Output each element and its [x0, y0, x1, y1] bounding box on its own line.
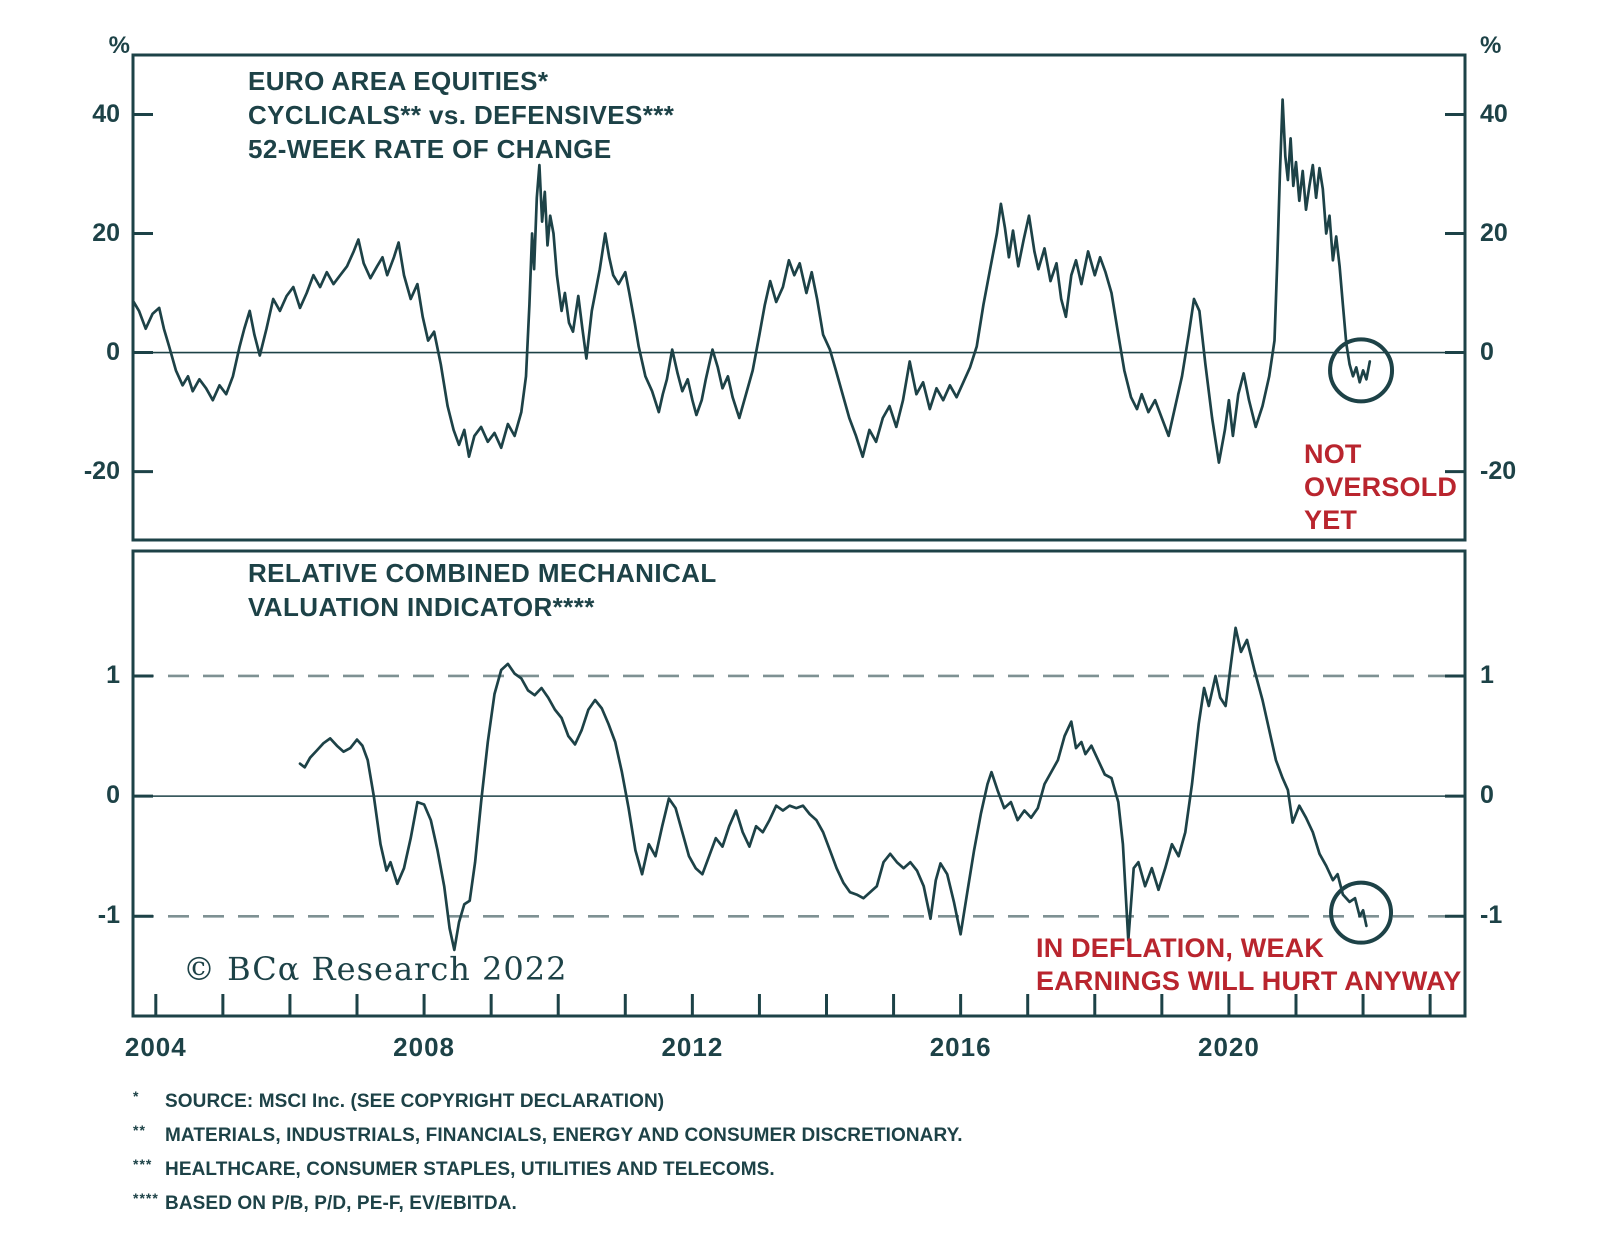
bottom-panel-border: [131, 549, 1467, 1018]
top-ytick-label-right-40: 40: [1480, 99, 1508, 128]
footnote-1-text: SOURCE: MSCI Inc. (SEE COPYRIGHT DECLARA…: [165, 1091, 665, 1112]
footnote-4: **** BASED ON P/B, P/D, PE-F, EV/EBITDA.: [133, 1184, 963, 1218]
x-axis-year-label-2008: 2008: [393, 1032, 455, 1062]
x-axis-year-label-2020: 2020: [1197, 1032, 1260, 1062]
footnote-2-text: MATERIALS, INDUSTRIALS, FINANCIALS, ENER…: [165, 1125, 963, 1146]
bottom-ytick-label-left--1: -1: [97, 901, 120, 930]
footnote-4-marker: ****: [133, 1190, 159, 1206]
copyright-notice: © BCα Research 2022: [183, 950, 568, 988]
bottom-panel-title: RELATIVE COMBINED MECHANICAL VALUATION I…: [248, 556, 717, 624]
top-left-percent-label: %: [108, 32, 130, 59]
footnote-3-text: HEALTHCARE, CONSUMER STAPLES, UTILITIES …: [165, 1159, 775, 1180]
top-highlight-circle: [1328, 337, 1395, 404]
top-right-percent-label: %: [1480, 32, 1502, 59]
bottom-series-line: [298, 626, 1368, 952]
footnote-3-marker: ***: [133, 1156, 153, 1172]
top-panel-title: EURO AREA EQUITIES* CYCLICALS** vs. DEFE…: [248, 64, 674, 166]
footnotes-block: * SOURCE: MSCI Inc. (SEE COPYRIGHT DECLAR…: [133, 1082, 963, 1218]
bottom-ytick-label-left-0: 0: [106, 781, 120, 810]
footnote-3: *** HEALTHCARE, CONSUMER STAPLES, UTILITI…: [133, 1150, 963, 1184]
x-axis-year-label-2012: 2012: [661, 1032, 724, 1062]
deflation-line-1: IN DEFLATION, WEAK: [1036, 933, 1325, 963]
footnote-4-text: BASED ON P/B, P/D, PE-F, EV/EBITDA.: [165, 1193, 517, 1214]
top-ytick-label-left-20: 20: [92, 218, 120, 247]
not-oversold-line-2: OVERSOLD: [1304, 472, 1458, 502]
top-series-line: [132, 98, 1372, 464]
bottom-title-line-2: VALUATION INDICATOR****: [248, 592, 595, 622]
deflation-annotation: IN DEFLATION, WEAK EARNINGS WILL HURT AN…: [1036, 932, 1462, 998]
footnote-2: ** MATERIALS, INDUSTRIALS, FINANCIALS, EN…: [133, 1116, 963, 1150]
top-title-line-2: CYCLICALS** vs. DEFENSIVES***: [248, 100, 675, 130]
bottom-ytick-label-left-1: 1: [106, 660, 120, 689]
not-oversold-line-3: YET: [1304, 505, 1358, 535]
bottom-title-line-1: RELATIVE COMBINED MECHANICAL: [248, 558, 717, 588]
top-ytick-label-left--20: -20: [83, 456, 120, 485]
footnote-1-marker: *: [133, 1088, 140, 1104]
footnote-2-marker: **: [133, 1122, 146, 1138]
bottom-ytick-label-right--1: -1: [1480, 901, 1503, 930]
top-title-line-1: EURO AREA EQUITIES*: [248, 66, 549, 96]
not-oversold-line-1: NOT: [1304, 439, 1362, 469]
bottom-ytick-label-right-1: 1: [1480, 660, 1494, 689]
top-ytick-label-left-0: 0: [106, 337, 120, 366]
footnote-1: * SOURCE: MSCI Inc. (SEE COPYRIGHT DECLAR…: [133, 1082, 963, 1116]
x-axis-year-label-2016: 2016: [929, 1032, 992, 1062]
bottom-highlight-circle: [1329, 880, 1394, 945]
top-ytick-label-right--20: -20: [1480, 456, 1517, 485]
top-panel-border: [131, 53, 1467, 542]
deflation-line-2: EARNINGS WILL HURT ANYWAY: [1036, 966, 1462, 996]
top-ytick-label-right-20: 20: [1480, 218, 1508, 247]
top-ytick-label-left-40: 40: [92, 99, 120, 128]
top-title-line-3: 52-WEEK RATE OF CHANGE: [248, 134, 612, 164]
not-oversold-annotation: NOT OVERSOLD YET: [1304, 438, 1457, 537]
bottom-ytick-label-right-0: 0: [1480, 781, 1494, 810]
x-axis-year-label-2004: 2004: [124, 1032, 187, 1062]
top-ytick-label-right-0: 0: [1480, 337, 1494, 366]
